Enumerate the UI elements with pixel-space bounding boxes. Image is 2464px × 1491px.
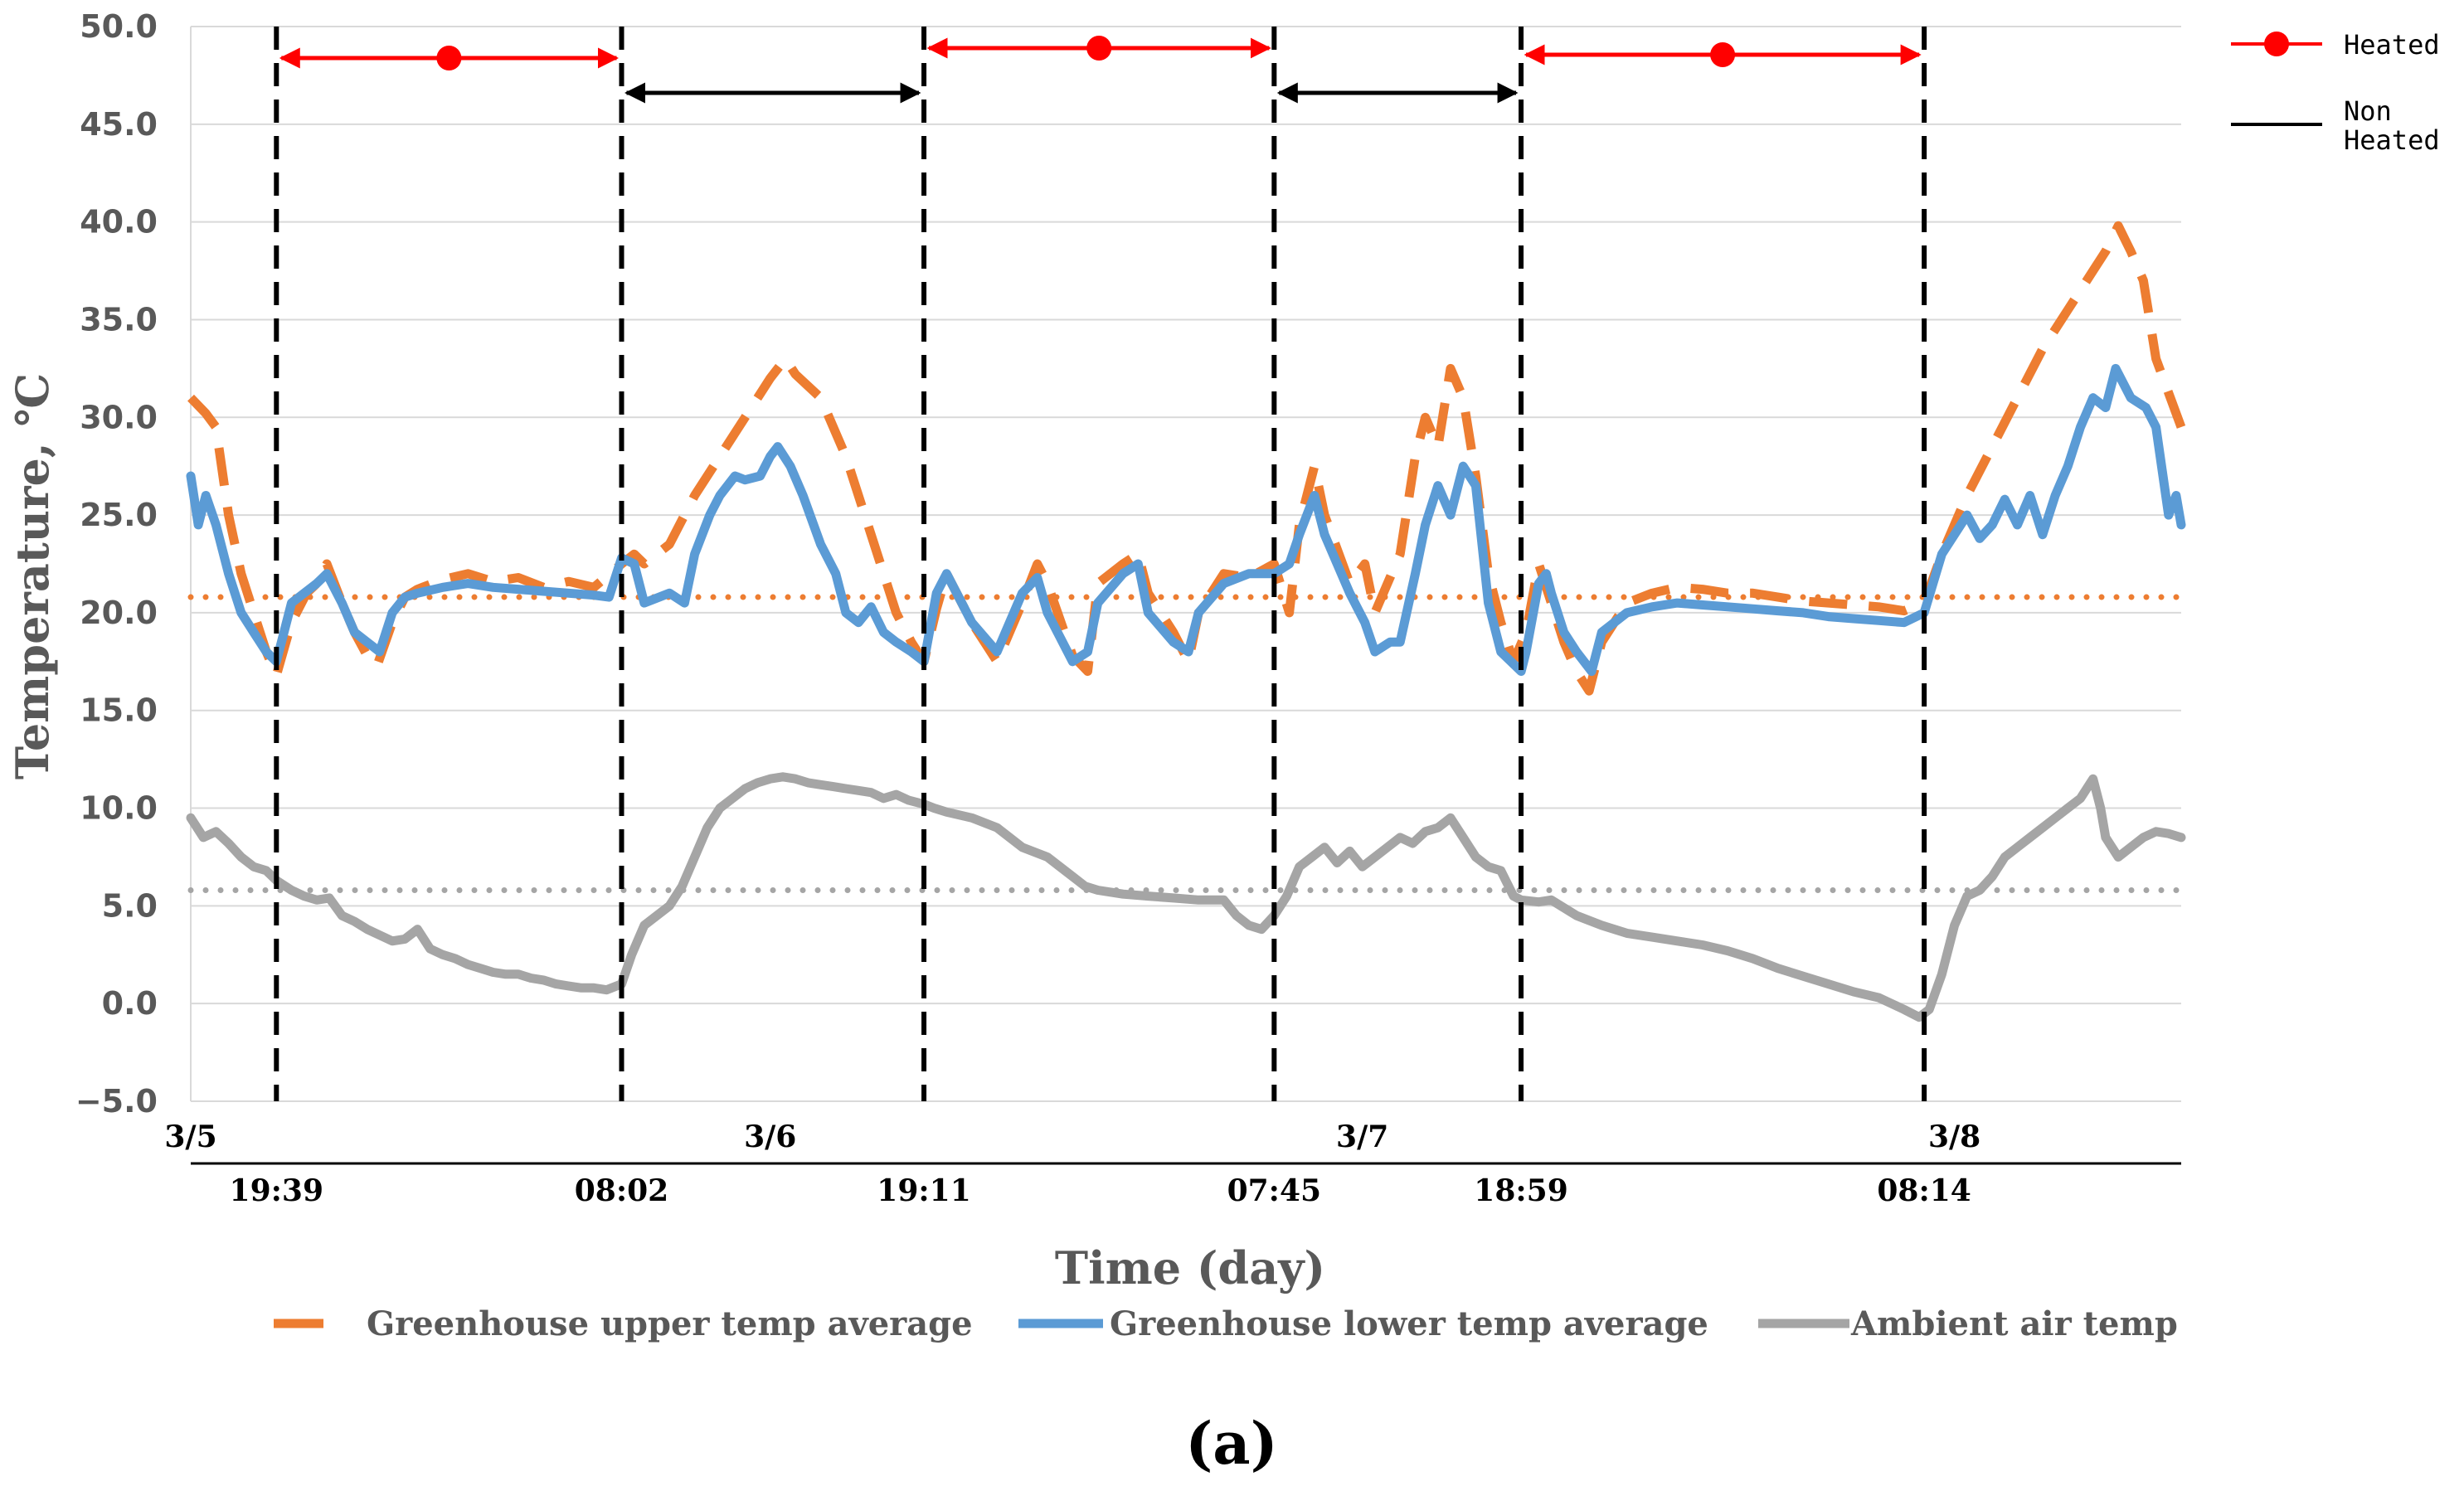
greenhouse-lower-temp-average-series bbox=[186, 363, 2186, 677]
y-tick-label: −5.0 bbox=[75, 1083, 158, 1119]
bottom-legend: Greenhouse upper temp average Greenhouse … bbox=[274, 1304, 2178, 1343]
y-tick-label: 50.0 bbox=[80, 8, 158, 45]
greenhouse-upper-temp-average-series bbox=[187, 221, 2186, 696]
legend-label: Greenhouse upper temp average bbox=[367, 1304, 973, 1343]
x-day-label: 3/8 bbox=[1928, 1119, 1980, 1154]
x-time-label: 18:59 bbox=[1474, 1173, 1567, 1208]
x-time-label: 19:39 bbox=[230, 1173, 323, 1208]
x-time-label: 07:45 bbox=[1227, 1173, 1321, 1208]
legend-non-heated-label-line2: Heated bbox=[2344, 124, 2440, 156]
reference-lines bbox=[187, 594, 2185, 894]
legend-heated-label: Heated bbox=[2344, 29, 2440, 61]
y-tick-label: 45.0 bbox=[80, 106, 158, 143]
ambient-air-temp-series bbox=[186, 772, 2186, 1022]
y-axis-title: Temperature, ℃ bbox=[6, 373, 59, 779]
heated-period-dot bbox=[436, 46, 462, 70]
y-tick-label: 0.0 bbox=[102, 985, 158, 1022]
y-axis-ticks: 50.0 45.0 40.0 35.0 30.0 25.0 20.0 15.0 10.0 5.0 0… bbox=[75, 8, 158, 1119]
y-tick-label: 10.0 bbox=[80, 790, 158, 827]
x-axis: 3/5 3/6 3/7 3/8 19:39 08:02 19:11 07:45 18:59 08:… bbox=[164, 1119, 2181, 1208]
gridlines bbox=[190, 26, 2181, 1102]
legend-label: Ambient air temp bbox=[1850, 1304, 2178, 1343]
y-tick-label: 35.0 bbox=[80, 301, 158, 338]
side-legend: Heated Non Heated bbox=[2231, 29, 2440, 156]
x-time-label: 08:14 bbox=[1877, 1173, 1971, 1208]
period-arrows bbox=[279, 36, 1922, 104]
legend-non-heated-label-line1: Non bbox=[2344, 95, 2392, 127]
y-tick-label: 20.0 bbox=[80, 595, 158, 631]
y-tick-label: 5.0 bbox=[102, 887, 158, 924]
x-axis-title: Time (day) bbox=[1055, 1241, 1325, 1294]
legend-heated-dot bbox=[2264, 32, 2289, 56]
y-tick-label: 30.0 bbox=[80, 399, 158, 435]
x-day-label: 3/5 bbox=[164, 1119, 216, 1154]
legend-label: Greenhouse lower temp average bbox=[1110, 1304, 1708, 1343]
y-tick-label: 15.0 bbox=[80, 692, 158, 729]
y-tick-label: 25.0 bbox=[80, 497, 158, 533]
heated-period-dot bbox=[1710, 42, 1736, 67]
period-markers bbox=[274, 27, 1927, 1101]
x-time-label: 08:02 bbox=[575, 1173, 668, 1208]
x-time-label: 19:11 bbox=[877, 1173, 970, 1208]
figure-caption: (a) bbox=[1185, 1409, 1278, 1478]
y-tick-label: 40.0 bbox=[80, 204, 158, 240]
series-lines bbox=[186, 221, 2186, 1022]
x-day-label: 3/7 bbox=[1336, 1119, 1388, 1154]
x-day-label: 3/6 bbox=[744, 1119, 796, 1154]
heated-period-dot bbox=[1086, 36, 1112, 61]
